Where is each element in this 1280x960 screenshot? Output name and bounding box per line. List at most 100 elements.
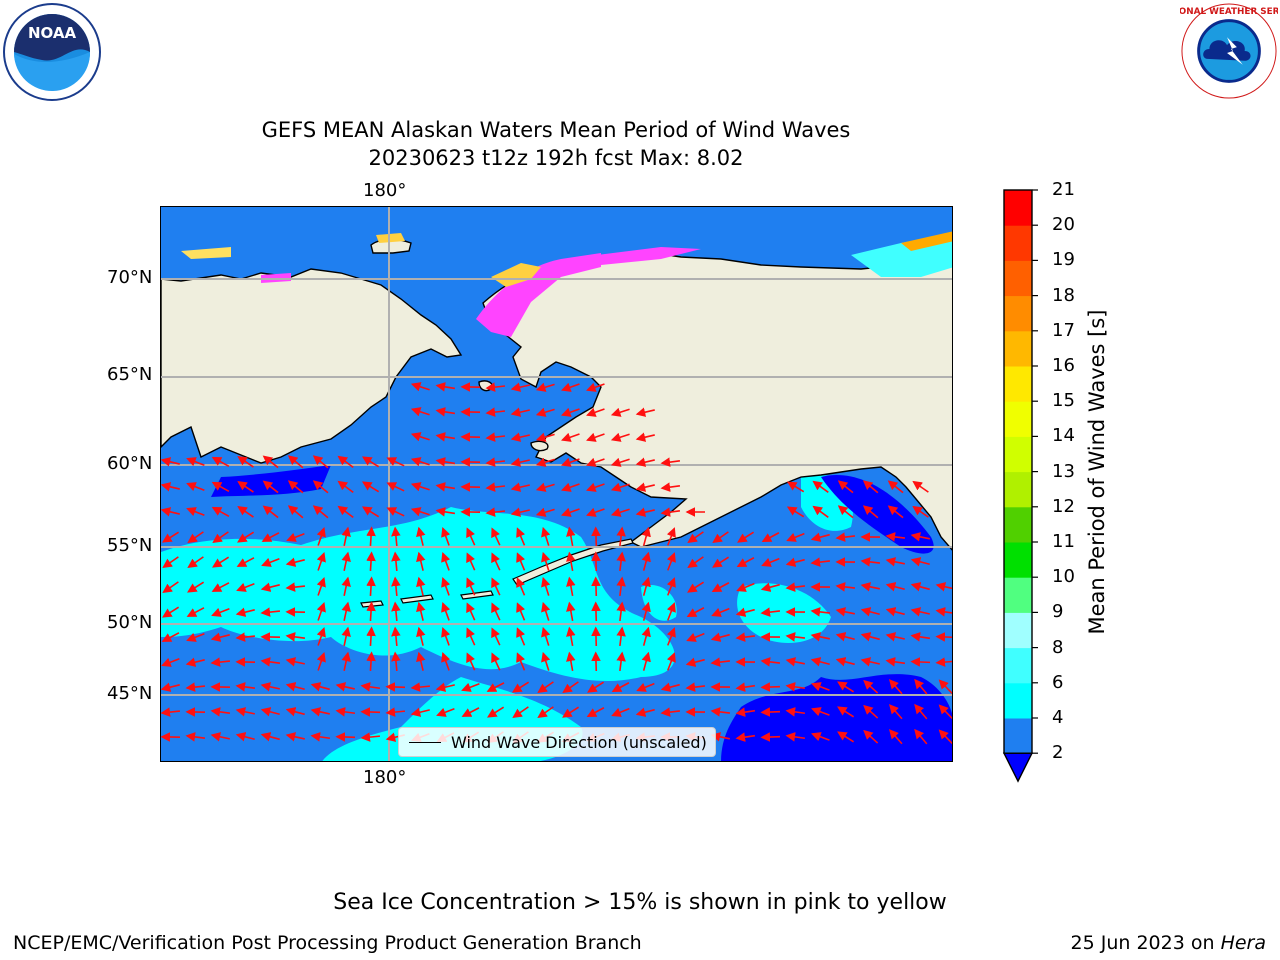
colorbar-segment: [1004, 506, 1032, 543]
wind-wave-arrow: [410, 682, 431, 692]
wind-wave-arrow: [610, 432, 630, 442]
wind-wave-arrow: [711, 607, 730, 617]
wind-wave-arrow: [736, 557, 755, 568]
wind-wave-arrow: [810, 607, 831, 617]
wind-wave-arrow: [586, 482, 605, 492]
map-panel: [160, 206, 953, 762]
wind-wave-arrow: [416, 551, 426, 571]
wind-wave-arrow: [385, 682, 406, 692]
wind-wave-arrow: [786, 481, 805, 493]
wind-wave-arrow: [566, 576, 576, 596]
wind-wave-arrow: [812, 505, 829, 518]
wind-wave-arrow: [616, 551, 626, 572]
wind-wave-arrow: [635, 407, 655, 417]
wind-wave-arrow: [591, 651, 601, 672]
svg-text:NATIONAL WEATHER SERVICE: NATIONAL WEATHER SERVICE: [1180, 7, 1278, 17]
legend-label: Wind Wave Direction (unscaled): [451, 732, 707, 752]
wind-wave-arrow: [835, 632, 855, 642]
wind-wave-arrow: [386, 457, 405, 467]
wind-wave-arrow: [491, 652, 501, 671]
wind-wave-arrow: [535, 382, 555, 392]
wind-wave-arrow: [366, 651, 376, 672]
wind-wave-arrow: [641, 576, 651, 596]
wind-wave-arrow: [187, 556, 204, 569]
wind-wave-arrow: [312, 480, 329, 494]
wind-wave-arrow: [561, 507, 580, 517]
colorbar-segment: [1004, 436, 1032, 473]
colorbar-segment: [1004, 577, 1032, 613]
legend-line-swatch: [409, 741, 441, 743]
wind-wave-arrow: [785, 632, 806, 642]
colorbar-under-triangle: [1002, 752, 1034, 783]
wind-wave-arrow: [641, 601, 651, 621]
wind-wave-arrow: [236, 582, 255, 592]
wind-wave-arrow: [335, 682, 355, 692]
wind-wave-arrow: [237, 481, 254, 493]
wind-wave-arrow: [211, 481, 230, 493]
wind-wave-arrow: [835, 607, 855, 617]
wind-wave-arrow: [466, 627, 476, 646]
wind-wave-arrow: [912, 505, 929, 518]
wind-wave-arrow: [566, 526, 576, 546]
wind-wave-arrow: [341, 576, 351, 596]
wind-wave-arrow: [416, 576, 426, 596]
wind-wave-arrow: [335, 707, 356, 717]
wind-wave-arrow: [185, 657, 205, 667]
wind-wave-arrow: [186, 482, 205, 492]
wind-wave-arrow: [287, 480, 304, 494]
colorbar-tick-label: 20: [1052, 214, 1075, 236]
wind-wave-arrow: [211, 456, 230, 468]
wind-wave-arrow: [541, 526, 551, 546]
wind-wave-arrow: [635, 507, 655, 517]
wind-wave-arrow: [686, 607, 705, 618]
wind-wave-arrow: [161, 482, 180, 492]
wind-wave-arrow: [237, 531, 255, 543]
wind-wave-arrow: [616, 526, 626, 547]
colorbar-segment: [1004, 190, 1032, 226]
wind-wave-arrow: [285, 632, 306, 642]
wind-wave-arrow: [161, 632, 180, 642]
wind-wave-arrow: [285, 707, 305, 717]
colorbar-tick-label: 2: [1052, 742, 1064, 764]
wind-wave-arrow: [285, 682, 305, 692]
wind-wave-arrow: [185, 732, 206, 742]
wind-wave-arrow: [361, 456, 380, 468]
wind-wave-arrow: [863, 679, 879, 694]
wind-wave-arrow: [441, 602, 451, 621]
wind-wave-arrow: [566, 551, 576, 571]
wind-wave-arrow: [486, 682, 505, 692]
wind-wave-arrow: [687, 531, 704, 544]
wind-wave-arrow: [666, 627, 676, 646]
wind-wave-arrow: [260, 707, 280, 717]
wind-wave-arrow: [161, 657, 180, 667]
wind-wave-arrow: [237, 456, 254, 468]
wind-wave-arrow: [541, 626, 551, 646]
wind-wave-arrow: [162, 581, 179, 594]
wind-wave-arrow: [591, 551, 601, 572]
wind-wave-arrow: [660, 682, 680, 692]
wind-wave-arrows: [161, 382, 952, 745]
map-canvas: [161, 207, 952, 761]
wind-wave-arrow: [510, 457, 530, 467]
wind-wave-arrow: [860, 607, 880, 617]
colorbar-tick-label: 9: [1052, 601, 1064, 623]
wind-wave-arrow: [666, 602, 676, 621]
wind-wave-arrow: [185, 682, 206, 692]
wind-wave-arrow: [187, 581, 205, 593]
wind-wave-arrow: [566, 626, 576, 646]
wind-wave-arrow: [685, 657, 705, 667]
wind-wave-arrow: [436, 707, 455, 717]
wind-wave-arrow: [610, 407, 630, 417]
wind-wave-arrow: [812, 480, 829, 493]
wind-wave-arrow: [537, 706, 554, 719]
wind-wave-arrow: [510, 432, 530, 442]
wind-wave-arrow: [410, 507, 430, 517]
wind-wave-arrow: [611, 682, 630, 693]
wind-wave-arrow: [416, 651, 426, 671]
wind-wave-arrow: [435, 457, 456, 467]
wind-wave-arrow: [512, 681, 530, 693]
wind-wave-arrow: [591, 626, 601, 647]
wind-wave-arrow: [441, 627, 451, 646]
wind-wave-arrow: [760, 582, 780, 592]
wind-wave-arrow: [391, 626, 401, 647]
